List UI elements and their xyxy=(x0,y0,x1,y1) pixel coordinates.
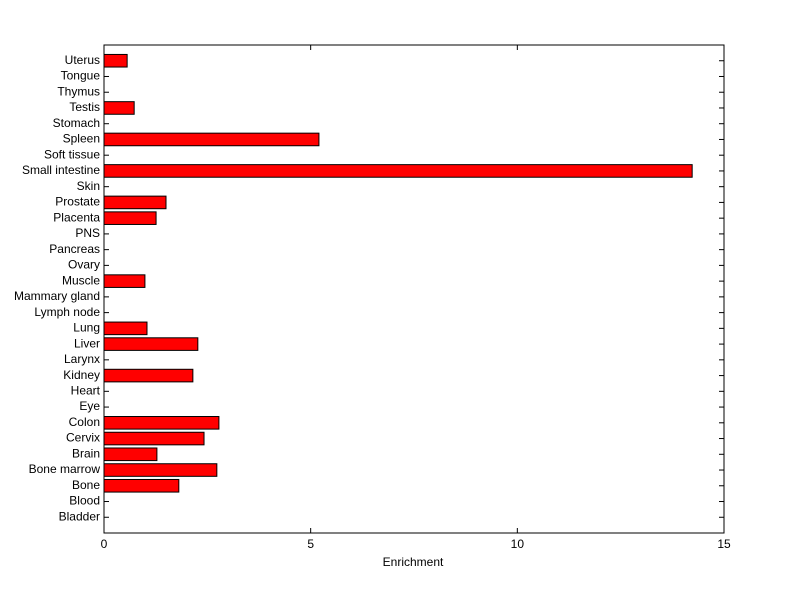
y-tick-label: Ovary xyxy=(68,258,100,272)
y-tick-label: Testis xyxy=(69,100,100,114)
y-tick-label: Bladder xyxy=(59,509,100,523)
y-tick-label: Small intestine xyxy=(22,163,100,177)
y-tick-label: Placenta xyxy=(53,210,100,224)
y-tick-label: Pancreas xyxy=(49,242,100,256)
y-tick-label: Lymph node xyxy=(34,305,100,319)
bar xyxy=(103,195,167,210)
y-tick-label: Larynx xyxy=(64,352,100,366)
y-tick-label: Heart xyxy=(71,383,101,397)
y-tick-label: Brain xyxy=(72,446,100,460)
y-tick-label: Lung xyxy=(73,321,100,335)
y-tick-label: Soft tissue xyxy=(44,147,100,161)
y-tick-label: PNS xyxy=(75,226,100,240)
bar xyxy=(103,211,157,225)
y-tick-label: Prostate xyxy=(55,195,100,209)
y-tick-label: Colon xyxy=(69,415,100,429)
bar xyxy=(103,416,220,430)
x-tick-label: 15 xyxy=(717,537,731,551)
bar xyxy=(103,368,194,383)
x-tick-label: 10 xyxy=(511,537,525,551)
y-tick-label: Uterus xyxy=(65,53,100,67)
plot-frame xyxy=(103,44,725,534)
y-tick-label: Bone xyxy=(72,478,100,492)
y-tick-label: Liver xyxy=(74,336,100,350)
y-tick-label: Thymus xyxy=(57,84,100,98)
bar xyxy=(103,447,158,462)
y-tick-label: Muscle xyxy=(62,273,100,287)
bar xyxy=(103,164,693,178)
bar xyxy=(103,274,146,288)
y-tick-label: Skin xyxy=(77,179,100,193)
x-tick-label: 0 xyxy=(101,537,108,551)
x-axis-label: Enrichment xyxy=(383,555,444,569)
y-tick-label: Eye xyxy=(79,399,100,413)
bar xyxy=(103,463,218,477)
bar xyxy=(103,53,128,68)
y-tick-label: Blood xyxy=(69,494,100,508)
bar xyxy=(103,101,135,115)
y-tick-label: Kidney xyxy=(63,368,100,382)
bar xyxy=(103,478,180,493)
bar xyxy=(103,132,320,147)
bar xyxy=(103,337,199,351)
x-tick-label: 5 xyxy=(307,537,314,551)
y-tick-label: Tongue xyxy=(61,69,101,83)
bar xyxy=(103,431,205,446)
y-tick-label: Spleen xyxy=(63,132,100,146)
bar xyxy=(103,321,148,336)
y-tick-label: Mammary gland xyxy=(14,289,100,303)
y-tick-label: Bone marrow xyxy=(29,462,101,476)
y-tick-label: Stomach xyxy=(53,116,100,130)
y-tick-label: Cervix xyxy=(66,431,100,445)
